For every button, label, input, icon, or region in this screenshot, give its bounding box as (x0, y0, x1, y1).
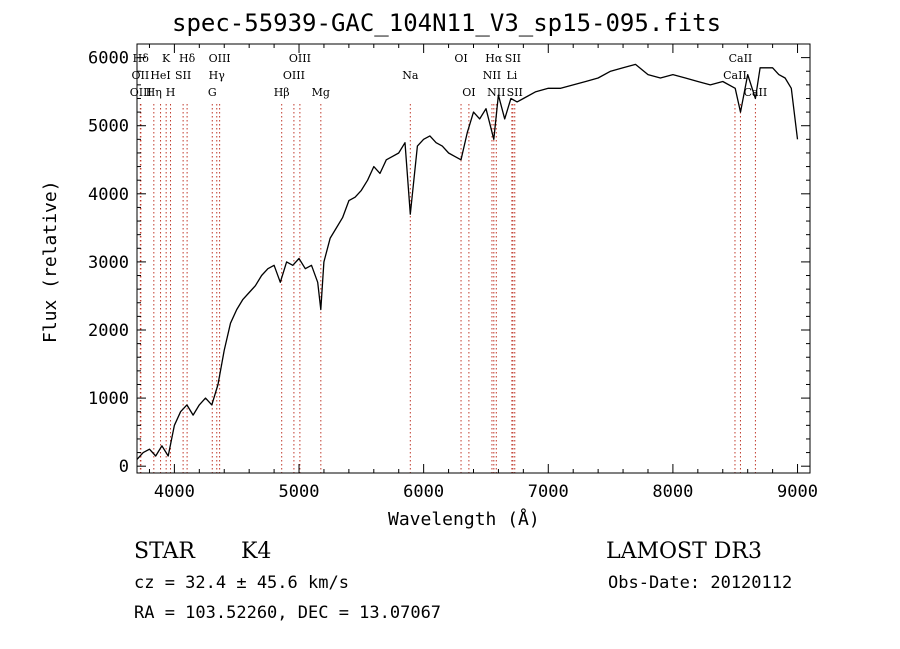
y-tick-label-3: 3000 (88, 253, 129, 273)
plot-frame (136, 43, 811, 474)
spectrum-line (136, 63, 799, 460)
line-label-3: K (162, 52, 171, 65)
line-label-27: CaII (744, 86, 768, 99)
y-tick-label-2: 2000 (88, 321, 129, 341)
redshift-velocity: cz = 32.4 ± 45.6 km/s (134, 573, 349, 593)
line-label-18: OI (462, 86, 475, 99)
line-label-24: SII (507, 86, 523, 99)
coordinates: RA = 103.52260, DEC = 13.07067 (134, 603, 442, 623)
line-label-5: Hη (146, 86, 162, 99)
line-label-12: Hβ (274, 86, 290, 99)
line-label-4: HeI (150, 69, 170, 82)
x-tick-label-3: 7000 (528, 482, 569, 502)
x-tick-label-0: 4000 (154, 482, 195, 502)
chart-title: spec-55939-GAC_104N11_V3_sp15-095.fits (172, 9, 722, 37)
y-tick-label-0: 0 (119, 457, 129, 477)
line-label-6: SII (175, 69, 191, 82)
line-label-26: CaII (723, 69, 747, 82)
line-label-0: Hδ (133, 52, 150, 65)
line-label-8: Hδ (179, 52, 196, 65)
line-label-14: OIII (283, 69, 305, 82)
x-axis-label: Wavelength (Å) (388, 509, 540, 530)
y-tick-label-5: 5000 (88, 117, 129, 137)
line-label-16: Na (402, 69, 419, 82)
line-label-1: OII (132, 69, 150, 82)
line-label-25: CaII (729, 52, 753, 65)
line-label-21: NII (483, 69, 501, 82)
line-label-9: OIII (209, 52, 231, 65)
y-tick-label-1: 1000 (88, 389, 129, 409)
x-tick-label-1: 5000 (279, 482, 320, 502)
line-label-23: NII (487, 86, 505, 99)
line-label-10: Hγ (209, 69, 226, 82)
y-axis-label: Flux (relative) (40, 180, 61, 343)
observation-date: Obs-Date: 20120112 (608, 573, 793, 593)
y-tick-label-4: 4000 (88, 185, 129, 205)
line-label-22: Li (506, 69, 517, 82)
x-tick-label-2: 6000 (403, 482, 444, 502)
object-class: STAR (134, 539, 195, 564)
x-tick-label-4: 8000 (652, 482, 693, 502)
line-label-17: OI (454, 52, 467, 65)
y-tick-label-6: 6000 (88, 49, 129, 69)
line-label-20: SII (505, 52, 521, 65)
object-subclass: K4 (241, 539, 272, 564)
line-label-7: H (166, 86, 176, 99)
survey-name: LAMOST DR3 (606, 539, 762, 564)
line-label-2: OIII (130, 86, 152, 99)
line-label-13: OIII (289, 52, 311, 65)
line-label-19: Hα (485, 52, 503, 65)
x-tick-label-5: 9000 (777, 482, 818, 502)
line-label-11: G (208, 86, 217, 99)
line-label-15: Mg (312, 86, 330, 99)
